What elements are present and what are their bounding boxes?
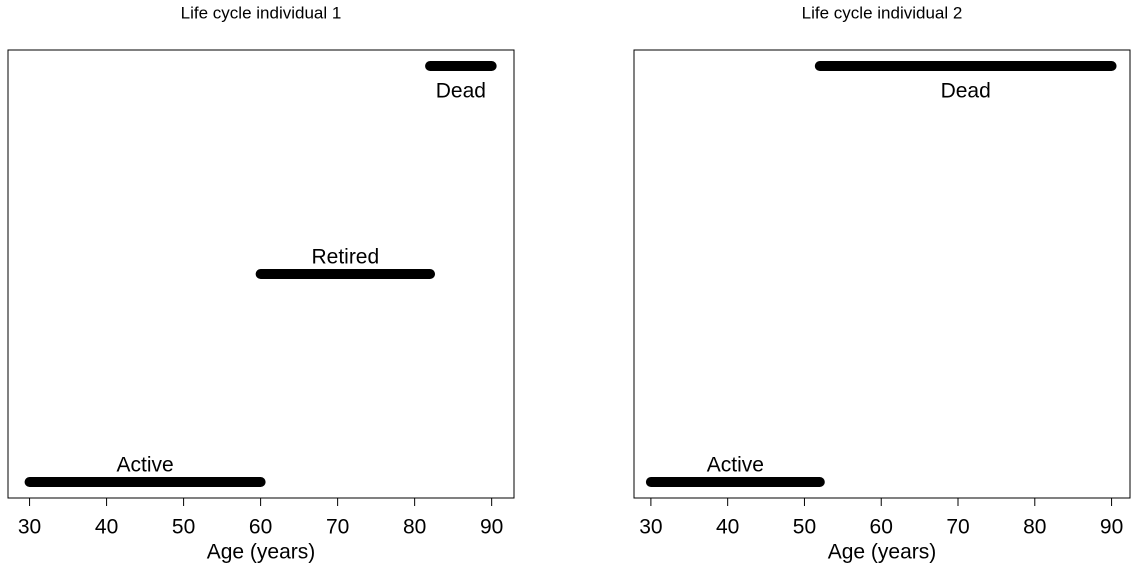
x-tick-label: 70 — [326, 516, 349, 539]
x-tick-label: 50 — [793, 516, 816, 539]
x-tick-label: 30 — [18, 516, 41, 539]
x-tick-label: 80 — [1023, 516, 1046, 539]
chart-title: Life cycle individual 1 — [181, 3, 342, 22]
plot-frame — [633, 49, 1131, 499]
x-axis-label: Age (years) — [207, 541, 316, 564]
chart-title: Life cycle individual 2 — [802, 3, 963, 22]
segment-label: Dead — [436, 80, 486, 103]
x-tick-label: 40 — [95, 516, 118, 539]
x-tick-label: 60 — [870, 516, 893, 539]
segment-label: Active — [707, 454, 764, 477]
x-tick-label: 60 — [249, 516, 272, 539]
x-tick-label: 70 — [946, 516, 969, 539]
segment-label: Dead — [941, 80, 991, 103]
segment-label: Retired — [311, 246, 379, 269]
x-axis-label: Age (years) — [828, 541, 937, 564]
x-tick-label: 40 — [716, 516, 739, 539]
x-tick-label: 90 — [1100, 516, 1123, 539]
segment-label: Active — [116, 454, 173, 477]
x-tick-label: 90 — [480, 516, 503, 539]
x-tick-label: 80 — [403, 516, 426, 539]
x-tick-label: 50 — [172, 516, 195, 539]
x-tick-label: 30 — [639, 516, 662, 539]
